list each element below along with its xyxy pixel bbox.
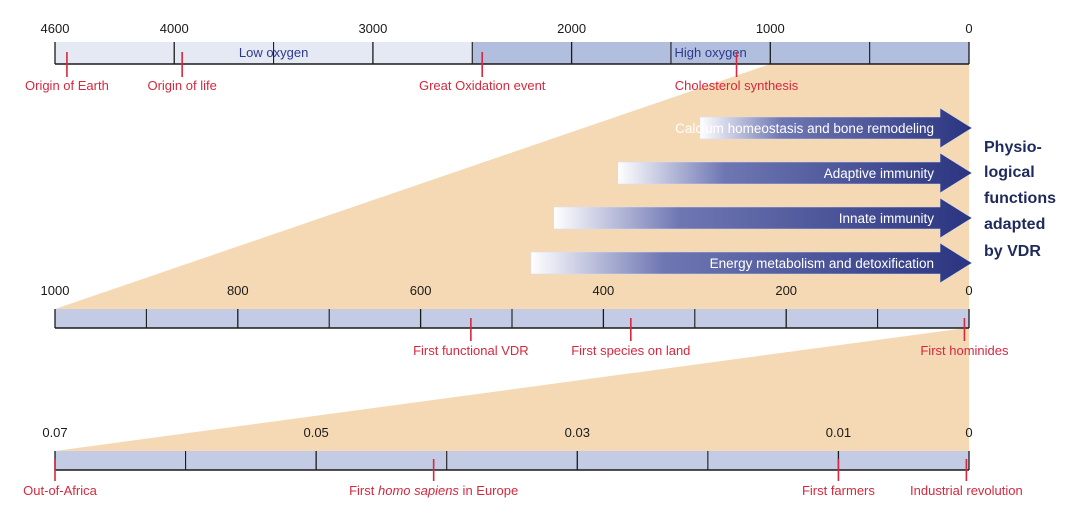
- tick-label: 400: [593, 283, 615, 298]
- functions-heading: Physio- logical functions adapted by VDR: [984, 139, 1056, 260]
- functions-heading-line: adapted: [984, 216, 1045, 233]
- function-arrow: [553, 197, 973, 239]
- tick-label: 0.07: [42, 425, 67, 440]
- event-label: Origin of Earth: [25, 78, 109, 93]
- tick-label: 4600: [41, 21, 70, 36]
- timeline-phanerozoic: 1000 800 600 400 200 0 First functional VDR Fir…: [41, 283, 1009, 358]
- tick-label: 0: [965, 21, 972, 36]
- event-label: First hominides: [920, 343, 1009, 358]
- event-label: First species on land: [571, 343, 690, 358]
- tick-label: 0: [965, 283, 972, 298]
- timeline-human-history: 0.07 0.05 0.03 0.01 0 Out-of-Africa First homo…: [23, 425, 1023, 498]
- event-label-part: in Europe: [459, 483, 518, 498]
- function-arrow-label: Energy metabolism and detoxification: [710, 256, 934, 271]
- function-arrow: [699, 107, 973, 149]
- tick-label: 4000: [160, 21, 189, 36]
- functions-heading-line: functions: [984, 190, 1056, 207]
- high-oxygen-label: High oxygen: [674, 45, 746, 60]
- event-label: First functional VDR: [413, 343, 529, 358]
- event-label: Origin of life: [147, 78, 216, 93]
- tick-label: 800: [227, 283, 249, 298]
- function-arrow: [530, 242, 973, 284]
- event-label: Out-of-Africa: [23, 483, 97, 498]
- event-label: Industrial revolution: [910, 483, 1023, 498]
- function-arrows: Calcium homeostasis and bone remodeling A…: [530, 107, 973, 284]
- tick-label: 600: [410, 283, 432, 298]
- low-oxygen-segment: [55, 42, 473, 64]
- tick-label: 0: [965, 425, 972, 440]
- functions-heading-line: logical: [984, 164, 1035, 181]
- event-label: First farmers: [802, 483, 875, 498]
- tick-label: 0.05: [303, 425, 328, 440]
- function-arrow-label: Innate immunity: [839, 211, 935, 226]
- zoom-wedge-2: [55, 328, 969, 451]
- function-arrow-label: Adaptive immunity: [824, 166, 935, 181]
- timeline-earth-history: Low oxygen High oxygen 4600 4000 3000 2000 1…: [25, 21, 973, 93]
- event-label: Great Oxidation event: [419, 78, 546, 93]
- functions-heading-line: Physio-: [984, 139, 1042, 156]
- event-label-part: First: [349, 483, 378, 498]
- tick-label: 0.01: [826, 425, 851, 440]
- high-oxygen-segment: [472, 42, 969, 64]
- event-label: First homo sapiens in Europe: [349, 483, 518, 498]
- tick-label: 1000: [756, 21, 785, 36]
- event-label: Cholesterol synthesis: [675, 78, 799, 93]
- function-arrow-label: Calcium homeostasis and bone remodeling: [675, 121, 934, 136]
- tick-label: 3000: [358, 21, 387, 36]
- function-arrow: [617, 152, 973, 194]
- functions-heading-line: by VDR: [984, 243, 1041, 260]
- timeline-bar: [55, 451, 969, 470]
- tick-label: 0.03: [565, 425, 590, 440]
- tick-label: 2000: [557, 21, 586, 36]
- tick-label: 1000: [41, 283, 70, 298]
- tick-label: 200: [775, 283, 797, 298]
- event-label-part: homo sapiens: [378, 483, 459, 498]
